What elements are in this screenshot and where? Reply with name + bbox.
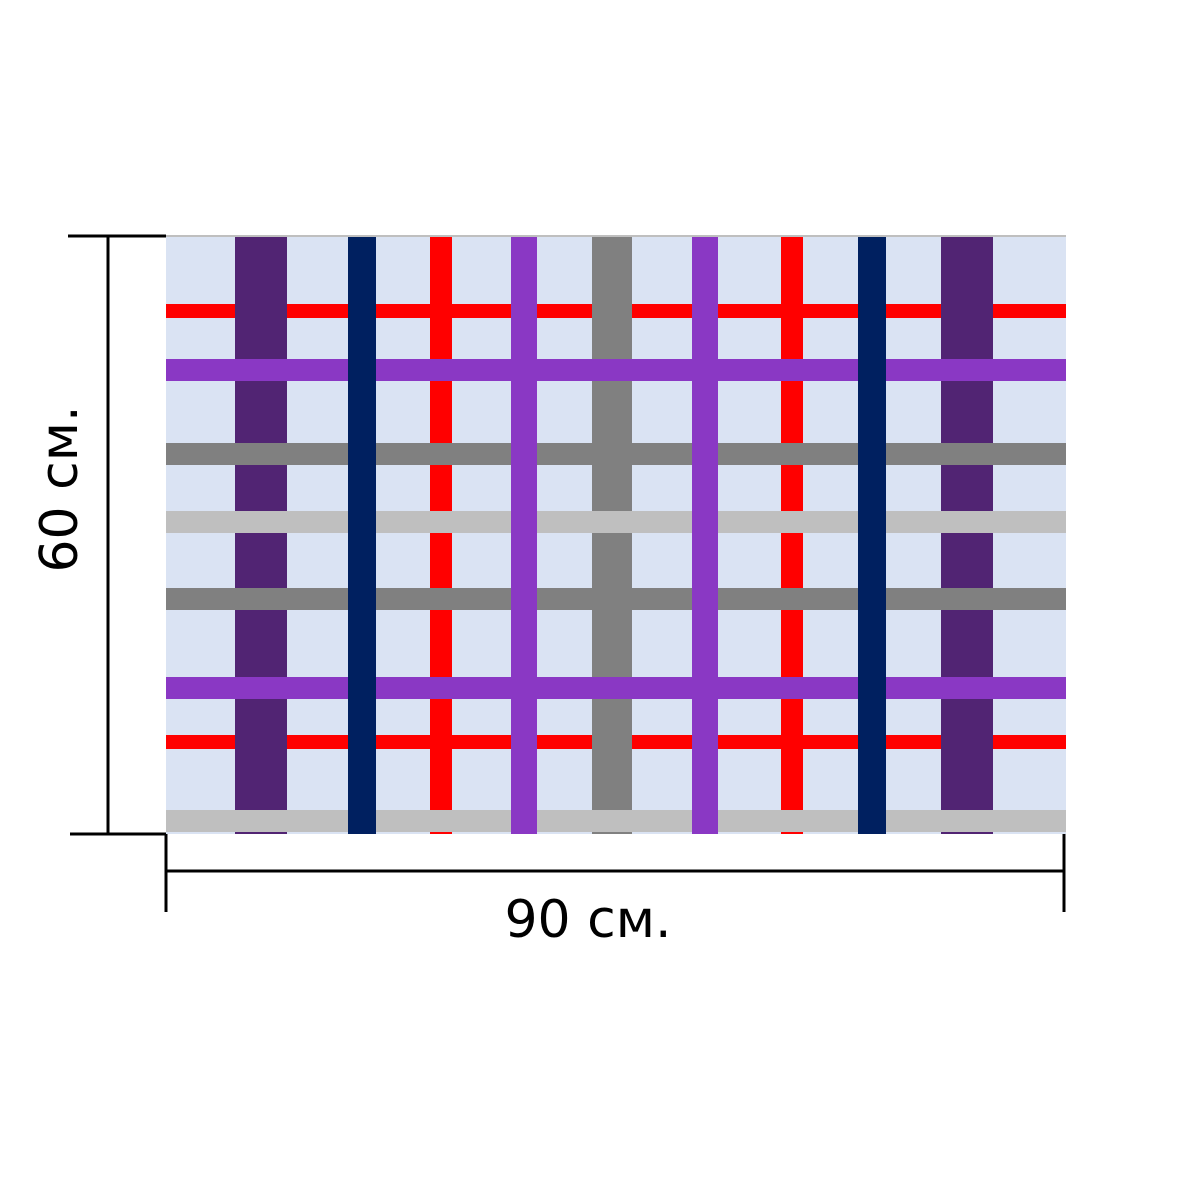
vertical-stripe-violet-over bbox=[511, 236, 537, 834]
vertical-stripe-navy-over bbox=[858, 236, 886, 834]
horizontal-stripes-over bbox=[166, 359, 1066, 832]
horizontal-stripe-light-gray bbox=[166, 511, 1066, 533]
horizontal-stripe-light-gray bbox=[166, 810, 1066, 832]
horizontal-stripe-gray bbox=[166, 443, 1066, 465]
vertical-stripe-violet-over bbox=[692, 236, 718, 834]
vertical-stripe-red bbox=[430, 236, 452, 834]
vertical-stripes-over bbox=[348, 236, 886, 834]
vertical-stripe-gray bbox=[592, 236, 632, 834]
height-dimension-label: 60 см. bbox=[30, 405, 90, 573]
horizontal-stripe-violet bbox=[166, 359, 1066, 381]
vertical-stripe-red bbox=[781, 236, 803, 834]
vertical-stripe-dark-violet bbox=[941, 236, 993, 834]
width-dimension-label: 90 см. bbox=[504, 890, 672, 950]
dimension-lines bbox=[68, 234, 1066, 912]
vertical-stripe-dark-violet bbox=[235, 236, 287, 834]
vertical-stripe-navy-over bbox=[348, 236, 376, 834]
horizontal-stripe-violet bbox=[166, 677, 1066, 699]
horizontal-stripe-gray bbox=[166, 588, 1066, 610]
